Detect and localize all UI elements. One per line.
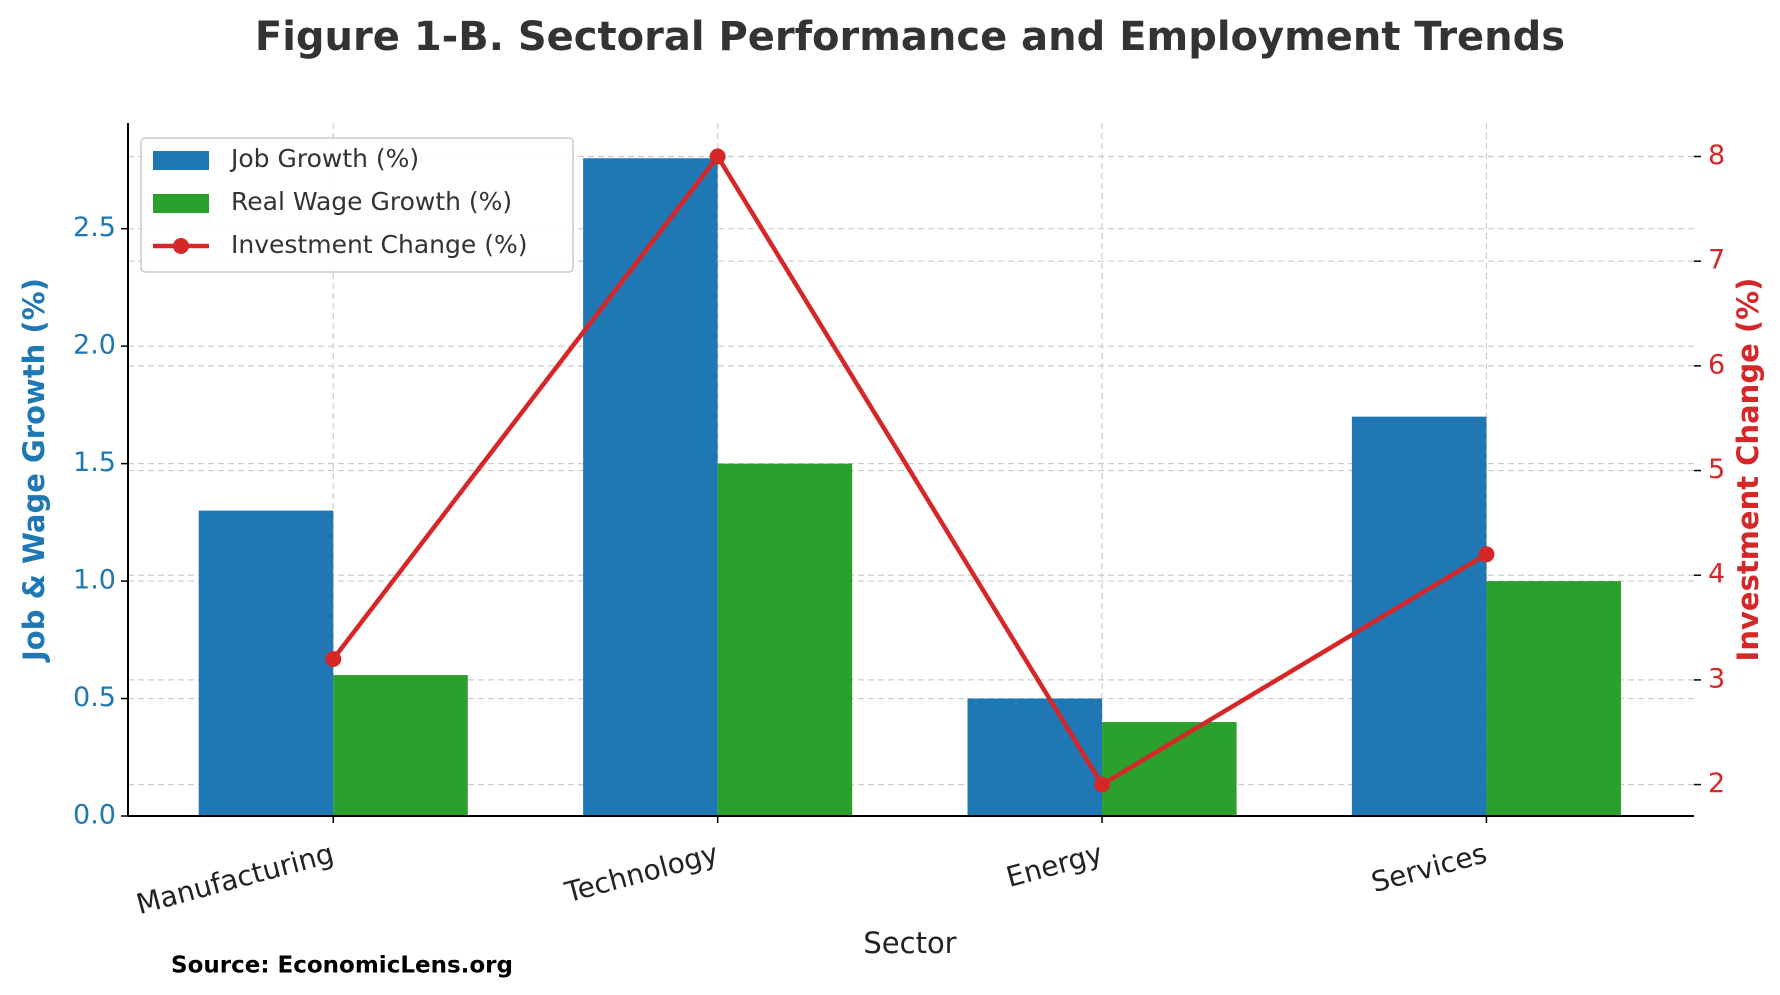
- legend-swatch: [153, 151, 209, 170]
- y2-axis-label: Investment Change (%): [1731, 278, 1765, 662]
- legend-swatch: [153, 194, 209, 213]
- bar: [1351, 416, 1487, 816]
- bar: [1102, 722, 1237, 816]
- x-tick-label: Manufacturing: [133, 837, 337, 921]
- bar: [717, 463, 853, 816]
- source-note: Source: EconomicLens.org: [171, 953, 513, 979]
- y2-tick-label: 5: [1708, 454, 1725, 485]
- y-tick-label: 1.0: [73, 565, 116, 596]
- y-tick-label: 2.5: [73, 212, 116, 243]
- chart-title: Figure 1-B. Sectoral Performance and Emp…: [255, 14, 1565, 60]
- legend-label: Real Wage Growth (%): [231, 187, 512, 216]
- point: [325, 650, 342, 667]
- bar: [1486, 581, 1621, 816]
- x-axis-label: Sector: [863, 926, 956, 960]
- bar: [967, 698, 1103, 816]
- point: [709, 148, 726, 165]
- y-tick-label: 0.0: [73, 800, 116, 831]
- legend-label: Investment Change (%): [231, 230, 527, 259]
- y2-tick-label: 2: [1708, 768, 1725, 799]
- legend-box: [140, 137, 574, 273]
- x-tick-label: Energy: [1003, 837, 1106, 894]
- y-tick-label: 1.5: [73, 447, 116, 478]
- x-tick-label: Technology: [561, 837, 722, 910]
- point: [1094, 776, 1111, 793]
- bar: [583, 158, 718, 816]
- x-tick-label: Services: [1368, 837, 1491, 899]
- legend-swatch: [173, 238, 189, 254]
- point: [1478, 546, 1495, 563]
- legend: Job Growth (%) Real Wage Growth (%) Invest…: [140, 137, 574, 273]
- y-axis-label: Job & Wage Growth (%): [17, 278, 51, 663]
- bar: [333, 675, 468, 816]
- y-tick-label: 0.5: [73, 682, 116, 713]
- y2-tick-label: 6: [1708, 349, 1725, 380]
- y2-tick-label: 8: [1708, 140, 1725, 171]
- bar: [198, 510, 334, 816]
- line: [331, 152, 1488, 788]
- legend-label: Job Growth (%): [229, 144, 419, 173]
- y2-tick-label: 4: [1708, 559, 1725, 590]
- y2-tick-label: 7: [1708, 245, 1725, 276]
- y2-tick-label: 3: [1708, 663, 1725, 694]
- y-tick-label: 2.0: [73, 330, 116, 361]
